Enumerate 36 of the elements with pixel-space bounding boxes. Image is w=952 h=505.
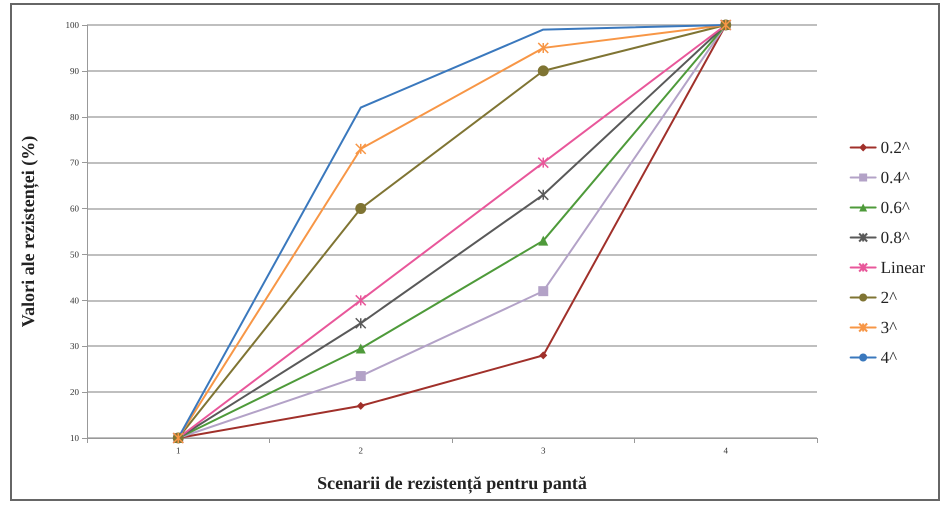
point: [356, 402, 365, 410]
point: [538, 156, 549, 168]
y-tick-label: 40: [70, 295, 80, 306]
legend-label: 0.4^: [880, 168, 910, 187]
legend-label: 3^: [880, 318, 898, 337]
point: [538, 286, 548, 296]
y-tick-label: 60: [70, 204, 80, 214]
legend-label: 4^: [880, 348, 898, 367]
legend-label: Linear: [880, 258, 926, 277]
point: [538, 65, 549, 76]
y-tick-label: 50: [70, 249, 80, 260]
point: [355, 203, 366, 214]
x-axis-title: Scenarii de rezistență pentru pantă: [317, 473, 587, 494]
legend-label: 0.6^: [880, 198, 910, 217]
point: [539, 351, 548, 360]
legend-label: 0.8^: [880, 228, 910, 247]
y-tick-label: 20: [70, 387, 80, 398]
x-tick-label: 4: [724, 446, 728, 456]
y-tick-label: 100: [66, 20, 80, 30]
point: [356, 371, 366, 382]
x-tick-label: 3: [541, 446, 546, 456]
y-tick-label: 90: [70, 66, 80, 76]
point: [538, 189, 549, 201]
legend-label: 0.2^: [880, 138, 910, 157]
legend-label: 2^: [880, 288, 898, 307]
y-tick-label: 30: [70, 341, 80, 352]
x-tick-label: 2: [358, 446, 363, 456]
y-tick-label: 70: [70, 158, 80, 168]
y-tick-label: 80: [70, 112, 80, 122]
point: [538, 42, 549, 54]
point: [355, 294, 366, 306]
point: [355, 143, 366, 155]
point: [355, 318, 366, 330]
x-tick-label: 1: [176, 446, 180, 456]
y-tick-label: 10: [70, 433, 80, 443]
y-axis-title: Valori ale rezistenței (%): [18, 136, 39, 328]
